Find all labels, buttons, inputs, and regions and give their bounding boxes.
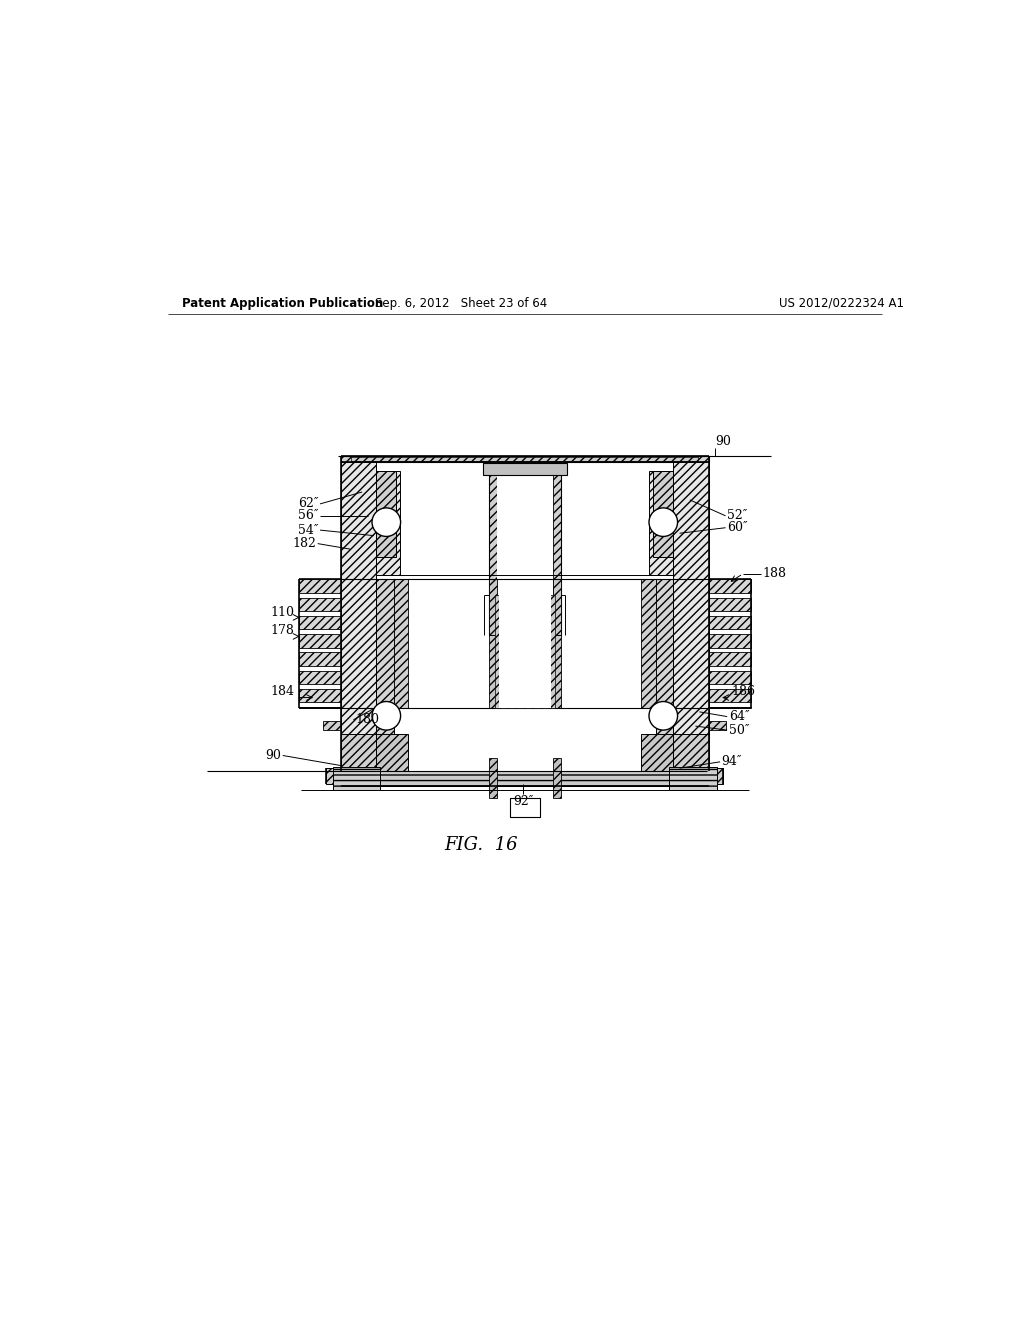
Text: 94″: 94″ bbox=[722, 755, 742, 768]
Bar bbox=[497, 471, 553, 635]
Bar bbox=[324, 721, 341, 730]
Text: 182: 182 bbox=[292, 537, 316, 550]
Bar bbox=[673, 708, 709, 734]
Bar bbox=[482, 463, 567, 475]
Bar bbox=[673, 768, 723, 784]
Bar bbox=[341, 579, 377, 708]
Bar bbox=[709, 652, 751, 665]
Bar bbox=[709, 689, 751, 702]
Bar bbox=[670, 767, 717, 789]
Bar bbox=[341, 771, 709, 785]
Bar bbox=[709, 579, 751, 593]
Circle shape bbox=[649, 701, 678, 730]
Bar bbox=[673, 734, 709, 770]
Text: FIG.  16: FIG. 16 bbox=[444, 836, 518, 854]
Bar bbox=[299, 689, 341, 702]
Text: 110: 110 bbox=[270, 606, 295, 619]
Bar bbox=[327, 768, 377, 784]
Text: 60″: 60″ bbox=[727, 521, 748, 535]
Text: Sep. 6, 2012   Sheet 23 of 64: Sep. 6, 2012 Sheet 23 of 64 bbox=[375, 297, 548, 310]
Bar bbox=[377, 471, 400, 576]
Bar bbox=[377, 579, 394, 708]
Text: 184: 184 bbox=[270, 685, 295, 698]
Bar bbox=[489, 579, 497, 708]
Bar bbox=[553, 758, 560, 797]
Bar bbox=[709, 598, 751, 611]
Bar bbox=[341, 455, 709, 462]
Bar bbox=[299, 652, 341, 665]
Text: 90: 90 bbox=[715, 434, 731, 447]
Bar bbox=[655, 708, 673, 734]
Text: Patent Application Publication: Patent Application Publication bbox=[182, 297, 383, 310]
Bar bbox=[641, 579, 655, 708]
Bar bbox=[649, 471, 673, 576]
Bar bbox=[489, 471, 497, 635]
Bar bbox=[673, 579, 709, 708]
Bar bbox=[673, 462, 709, 579]
Bar bbox=[377, 708, 394, 734]
Bar bbox=[341, 462, 377, 579]
Text: 50″: 50″ bbox=[729, 723, 750, 737]
Bar bbox=[499, 595, 551, 708]
Bar bbox=[709, 721, 726, 730]
Bar bbox=[377, 734, 409, 774]
Bar bbox=[510, 797, 540, 817]
Bar bbox=[497, 579, 553, 708]
Bar bbox=[299, 598, 341, 611]
Bar bbox=[529, 797, 540, 817]
Text: 186: 186 bbox=[731, 685, 755, 698]
Bar bbox=[299, 616, 341, 630]
Bar bbox=[709, 634, 751, 648]
Bar bbox=[510, 797, 520, 817]
Text: US 2012/0222324 A1: US 2012/0222324 A1 bbox=[778, 297, 904, 310]
Bar bbox=[553, 471, 560, 635]
Text: 62″: 62″ bbox=[298, 498, 318, 511]
Text: 56″: 56″ bbox=[298, 510, 318, 523]
Text: 188: 188 bbox=[763, 568, 786, 581]
Bar bbox=[341, 734, 377, 770]
Bar bbox=[409, 579, 641, 708]
Bar bbox=[655, 579, 673, 708]
Bar bbox=[709, 671, 751, 684]
Text: 178: 178 bbox=[270, 624, 295, 638]
Bar bbox=[377, 471, 396, 557]
Circle shape bbox=[372, 508, 400, 536]
Text: 52″: 52″ bbox=[727, 510, 748, 523]
Text: 54″: 54″ bbox=[298, 524, 318, 537]
Bar bbox=[299, 634, 341, 648]
Text: 180: 180 bbox=[355, 713, 379, 726]
Text: 64″: 64″ bbox=[729, 710, 750, 723]
Bar bbox=[333, 767, 380, 789]
Text: 90: 90 bbox=[265, 748, 282, 762]
Bar bbox=[709, 616, 751, 630]
Bar bbox=[553, 579, 560, 708]
Bar bbox=[641, 734, 673, 774]
Bar bbox=[489, 758, 497, 797]
Circle shape bbox=[649, 508, 678, 536]
Bar bbox=[299, 671, 341, 684]
Bar bbox=[351, 457, 698, 461]
Bar bbox=[299, 579, 341, 593]
Circle shape bbox=[372, 701, 400, 730]
Bar bbox=[653, 471, 673, 557]
Text: 92″: 92″ bbox=[513, 795, 534, 808]
Bar bbox=[394, 579, 409, 708]
Bar bbox=[341, 708, 377, 734]
Bar bbox=[495, 595, 555, 708]
